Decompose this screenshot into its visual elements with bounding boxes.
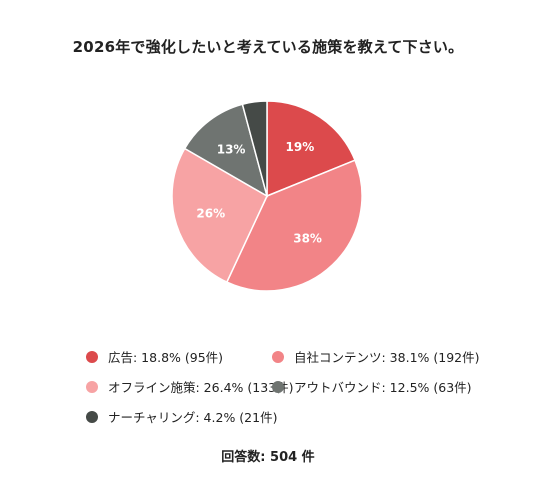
legend-item-nurturing[interactable]: ナーチャリング: 4.2% (21件): [86, 407, 277, 426]
legend-dot-own-content: [272, 350, 284, 363]
legend-item-ad[interactable]: 広告: 18.8% (95件): [86, 347, 223, 366]
pie-slice-2[interactable]: [171, 147, 268, 284]
pie-slice-label-3: 13%: [217, 142, 246, 156]
legend-dot-outbound: [272, 380, 284, 393]
pie-slice-4[interactable]: [241, 100, 268, 197]
legend-label-outbound: アウトバウンド: 12.5% (63件): [294, 380, 472, 395]
pie-slice-3[interactable]: [183, 103, 269, 198]
legend-dot-nurturing: [86, 410, 98, 423]
legend-label-own-content: 自社コンテンツ: 38.1% (192件): [294, 350, 480, 365]
legend-item-own-content[interactable]: 自社コンテンツ: 38.1% (192件): [272, 347, 479, 366]
legend-label-nurturing: ナーチャリング: 4.2% (21件): [108, 410, 278, 425]
pie-slice-label-0: 19%: [286, 140, 315, 154]
legend-dot-ad: [86, 350, 98, 363]
legend-item-outbound[interactable]: アウトバウンド: 12.5% (63件): [272, 377, 472, 396]
pie-slice-1[interactable]: [225, 159, 363, 292]
legend-label-ad: 広告: 18.8% (95件): [108, 350, 224, 365]
legend-item-offline[interactable]: オフライン施策: 26.4% (133件): [86, 377, 293, 396]
pie-slice-label-1: 38%: [293, 232, 322, 246]
legend-label-offline: オフライン施策: 26.4% (133件): [108, 380, 294, 395]
chart-title: 2026年で強化したいと考えている施策を教えて下さい。: [72, 38, 464, 56]
total-responses: 回答数: 504 件: [221, 450, 315, 465]
pie-slice-0[interactable]: [266, 100, 356, 198]
legend-dot-offline: [86, 380, 98, 393]
pie-slice-label-2: 26%: [196, 207, 225, 221]
